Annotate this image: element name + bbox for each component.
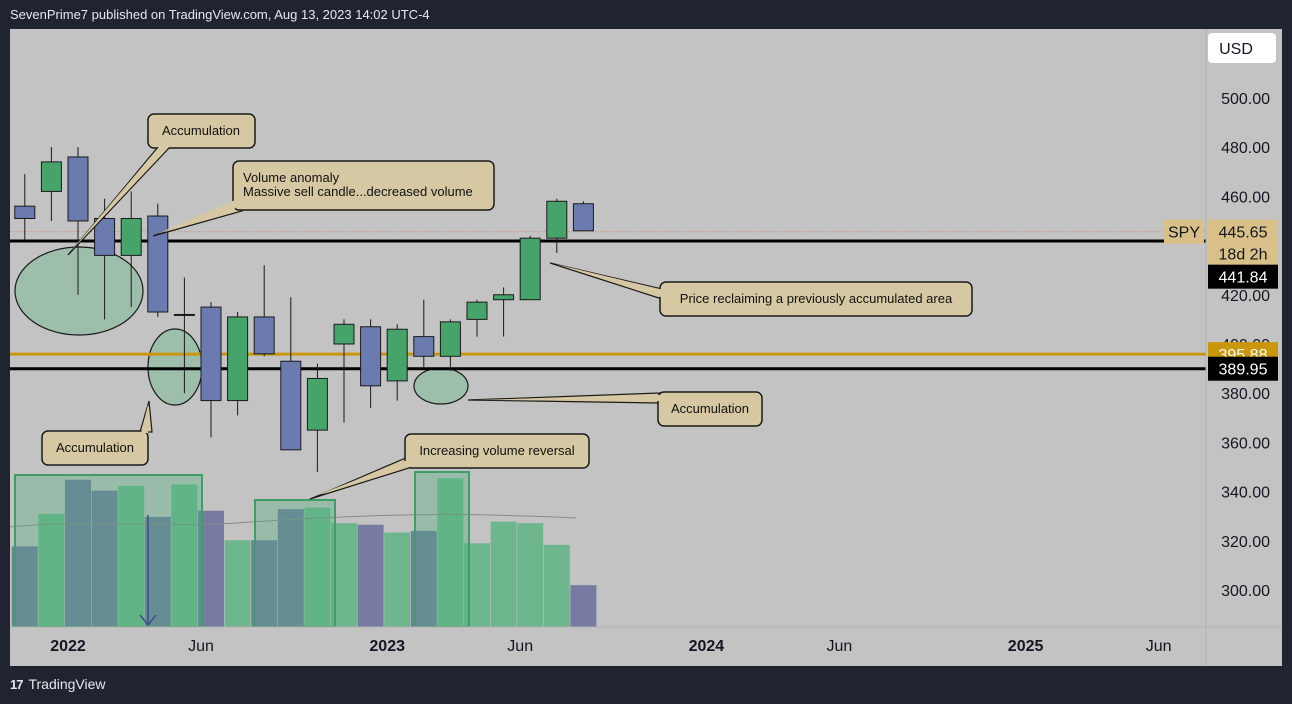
tv-logo-icon: 17 — [10, 676, 24, 692]
time-tick-label: 2025 — [1008, 638, 1044, 655]
volume-bar — [65, 479, 91, 627]
candle — [40, 147, 62, 221]
volume-ma-line — [10, 513, 577, 528]
candle — [227, 312, 249, 416]
time-tick-label: Jun — [507, 638, 533, 655]
candle — [439, 319, 461, 372]
candle — [466, 299, 488, 337]
svg-text:18d 2h: 18d 2h — [1219, 247, 1268, 264]
volume-bar — [224, 540, 251, 627]
volume-bar — [118, 485, 145, 627]
volume-bar — [490, 521, 517, 627]
candle — [200, 302, 222, 438]
volume-bar — [304, 507, 331, 627]
accumulation-ellipse — [147, 328, 203, 406]
time-tick-label: 2024 — [689, 638, 725, 655]
callout-text: Accumulation — [671, 401, 749, 416]
candle — [147, 203, 169, 317]
time-tick-label: 2022 — [50, 638, 86, 655]
callout-volume-anomaly[interactable]: Volume anomaly Massive sell candle...dec… — [152, 160, 495, 237]
callout-text: Accumulation — [56, 440, 134, 455]
volume-bar — [91, 490, 118, 627]
candle — [333, 319, 355, 423]
candle — [546, 198, 568, 253]
time-axis: 2022 Jun 2023 Jun 2024 Jun 2025 Jun — [50, 638, 1171, 655]
volume-highlight-box — [14, 474, 203, 627]
accumulation-ellipse — [413, 367, 469, 405]
candle — [493, 287, 515, 337]
callout-accumulation-3[interactable]: Accumulation — [467, 391, 763, 427]
volume-bar — [570, 585, 597, 627]
candle — [519, 235, 541, 301]
volume-bar — [437, 478, 464, 627]
level-price-label: 441.84 — [1208, 264, 1278, 289]
callout-price-reclaim[interactable]: Price reclaiming a previously accumulate… — [549, 262, 973, 317]
candle — [120, 191, 142, 308]
volume-bar — [357, 524, 384, 627]
price-tick-label: 480.00 — [1221, 140, 1270, 157]
candle — [280, 297, 302, 451]
candle — [14, 174, 36, 241]
svg-text:441.84: 441.84 — [1219, 270, 1268, 287]
volume-bar — [543, 544, 570, 627]
time-tick-label: Jun — [827, 638, 853, 655]
time-tick-label: 2023 — [369, 638, 405, 655]
volume-bar — [11, 546, 38, 627]
price-tick-label: 420.00 — [1221, 288, 1270, 305]
price-tick-label: 340.00 — [1221, 485, 1270, 502]
accumulation-zones — [14, 246, 469, 406]
callout-text: Increasing volume reversal — [419, 443, 574, 458]
time-tick-label: Jun — [188, 638, 214, 655]
price-tick-label: 320.00 — [1221, 534, 1270, 551]
volume-highlight-box — [254, 499, 336, 627]
callout-text-line1: Volume anomaly — [243, 170, 340, 185]
volume-bar — [144, 516, 171, 627]
accumulation-ellipse — [14, 246, 144, 336]
price-tick-label: 300.00 — [1221, 583, 1270, 600]
volume-layer — [10, 471, 597, 627]
price-tick-label: 500.00 — [1221, 91, 1270, 108]
tradingview-logo[interactable]: 17 TradingView — [10, 676, 106, 692]
candle — [67, 147, 89, 295]
candle — [253, 265, 275, 357]
svg-text:389.95: 389.95 — [1219, 362, 1268, 379]
volume-highlight-box — [414, 471, 470, 627]
candle — [360, 319, 382, 408]
time-tick-label: Jun — [1146, 638, 1172, 655]
price-tick-label: 460.00 — [1221, 189, 1270, 206]
candle — [413, 299, 435, 369]
volume-bar — [517, 523, 544, 627]
candle — [173, 277, 195, 394]
candle — [306, 363, 328, 472]
chart-panel[interactable]: 520.00500.00480.00460.00440.00420.00400.… — [10, 29, 1282, 666]
svg-text:445.65: 445.65 — [1219, 225, 1268, 242]
price-chart[interactable]: 520.00500.00480.00460.00440.00420.00400.… — [10, 29, 1282, 666]
candle-layer — [14, 147, 594, 472]
callout-text: Accumulation — [162, 123, 240, 138]
volume-bar — [384, 532, 411, 627]
price-tick-label: 360.00 — [1221, 435, 1270, 452]
currency-label: USD — [1219, 41, 1253, 58]
price-tick-label: 380.00 — [1221, 386, 1270, 403]
callout-volume-reversal[interactable]: Increasing volume reversal — [309, 433, 590, 500]
price-axis: 520.00500.00480.00460.00440.00420.00400.… — [1221, 42, 1270, 600]
brand-name: TradingView — [28, 676, 106, 692]
candle — [572, 201, 594, 232]
callout-accumulation-1[interactable]: Accumulation — [67, 113, 256, 256]
level-price-label: 389.95 — [1208, 356, 1278, 381]
down-arrow-icon — [139, 515, 157, 627]
volume-bar — [38, 513, 65, 627]
currency-button[interactable]: USD — [1208, 33, 1276, 63]
callout-accumulation-2[interactable]: Accumulation — [41, 400, 153, 466]
candle — [386, 324, 408, 401]
symbol-price-label: SPY 445.65 18d 2h — [1164, 219, 1278, 266]
candle — [94, 198, 116, 320]
callout-text: Price reclaiming a previously accumulate… — [680, 291, 953, 306]
svg-text:SPY: SPY — [1168, 225, 1200, 242]
volume-bar — [277, 509, 304, 627]
publisher-line: SevenPrime7 published on TradingView.com… — [10, 7, 430, 22]
callout-text-line2: Massive sell candle...decreased volume — [243, 184, 473, 199]
volume-bar — [171, 484, 198, 627]
